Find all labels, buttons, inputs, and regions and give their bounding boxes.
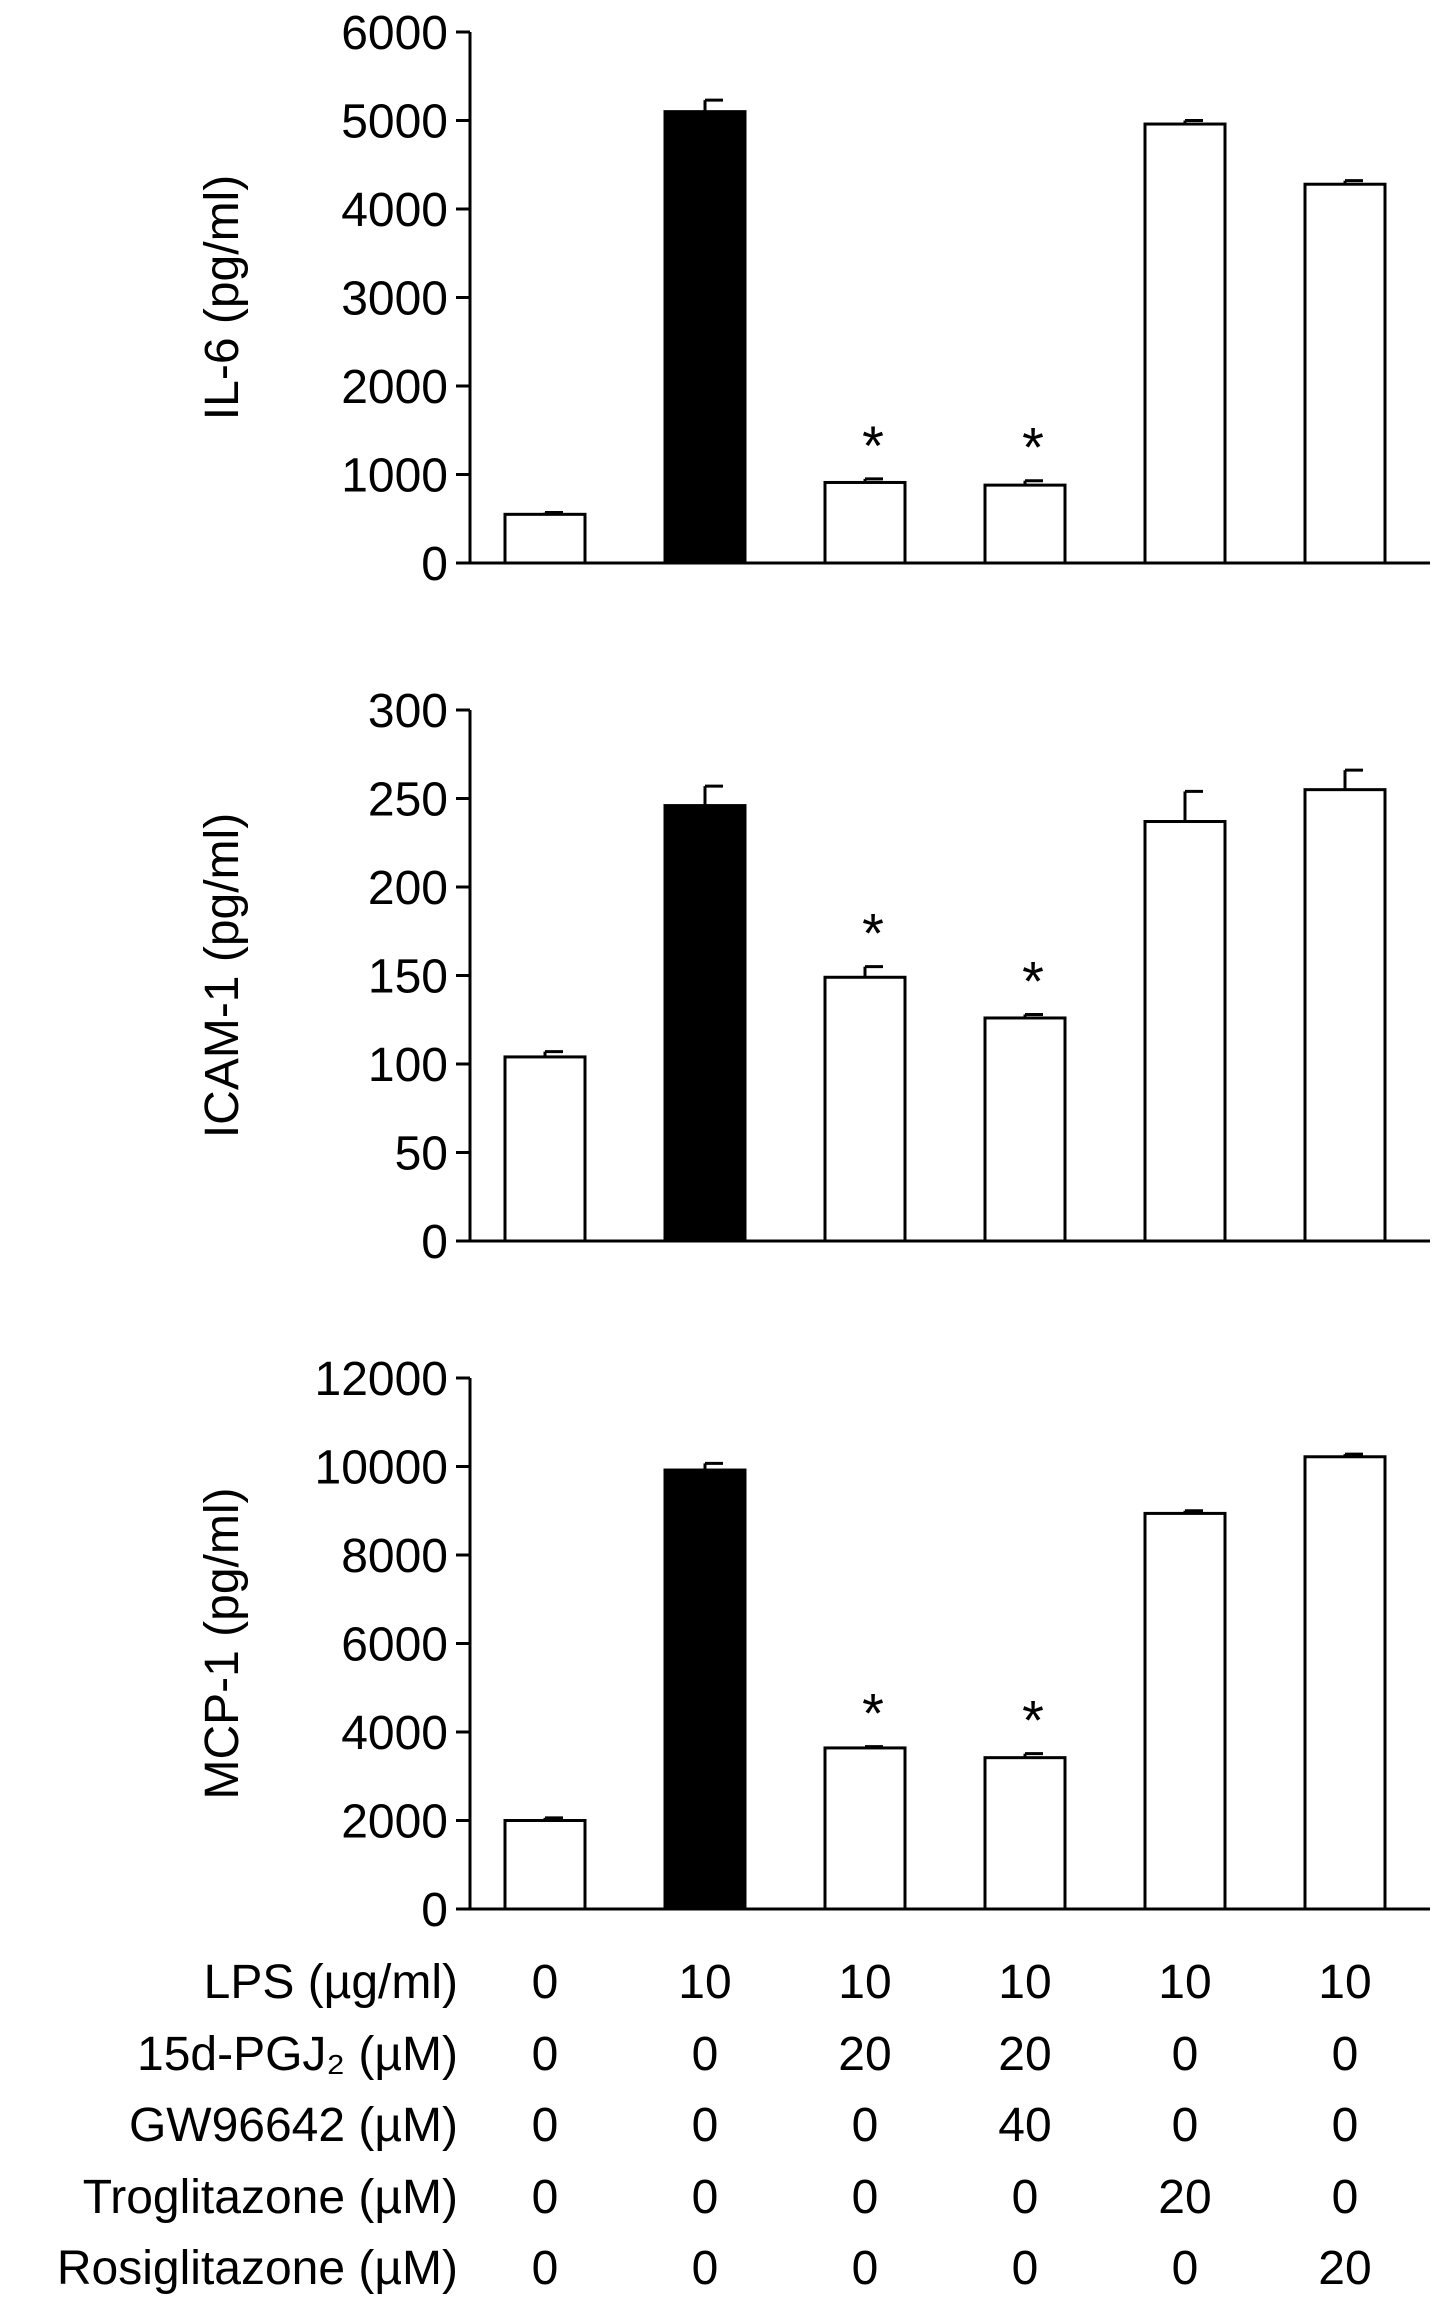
treatment-cell: 0 <box>852 2099 879 2152</box>
bar <box>503 1055 587 1243</box>
treatment-cell: 20 <box>1318 2242 1371 2295</box>
bar <box>983 483 1067 565</box>
treatment-row-label: Troglitazone (µM) <box>83 2171 458 2224</box>
bar <box>823 975 907 1243</box>
bar <box>663 110 747 565</box>
y-tick-label: 0 <box>421 1216 448 1269</box>
y-tick-label: 4000 <box>341 184 448 237</box>
bar <box>503 1819 587 1911</box>
bar <box>983 1756 1067 1911</box>
treatment-table: LPS (µg/ml) 0 10 10 10 10 10 15d-PGJ₂ (µM) 0 0 20 2… <box>57 1956 1372 2295</box>
treatment-cell: 0 <box>1172 2242 1199 2295</box>
bar <box>663 1468 747 1911</box>
bar <box>823 1746 907 1911</box>
y-tick-label: 3000 <box>341 273 448 326</box>
chart-panel-3: 0 2000 4000 6000 8000 10000 12000 MCP-1 (pg/ml)… <box>196 1353 1430 1937</box>
significance-star: * <box>862 414 884 477</box>
treatment-cell: 0 <box>532 1956 559 2009</box>
treatment-cell: 10 <box>678 1956 731 2009</box>
bar <box>823 480 907 565</box>
y-tick-label: 200 <box>368 862 448 915</box>
treatment-cell: 0 <box>532 2099 559 2152</box>
treatment-cell: 0 <box>1012 2242 1039 2295</box>
treatment-cell: 0 <box>1332 2099 1359 2152</box>
y-tick-label: 10000 <box>315 1442 448 1495</box>
treatment-cell: 0 <box>852 2171 879 2224</box>
treatment-cell: 0 <box>692 2099 719 2152</box>
bar <box>1303 1455 1387 1911</box>
significance-star: * <box>862 1682 884 1745</box>
significance-star: * <box>1022 416 1044 479</box>
treatment-cell: 20 <box>998 2028 1051 2081</box>
chart-panel-1: 0 1000 2000 3000 4000 5000 6000 IL-6 (pg/ml) * * <box>196 7 1430 591</box>
treatment-row-label: Rosiglitazone (µM) <box>57 2242 458 2295</box>
y-tick-label: 2000 <box>341 1796 448 1849</box>
treatment-cell: 0 <box>852 2242 879 2295</box>
y-tick-label: 8000 <box>341 1530 448 1583</box>
y-tick-label: 0 <box>421 1884 448 1937</box>
bar <box>1143 820 1227 1243</box>
treatment-row-label: 15d-PGJ₂ (µM) <box>137 2028 458 2081</box>
y-tick-label: 150 <box>368 951 448 1004</box>
significance-star: * <box>1022 1689 1044 1752</box>
treatment-cell: 10 <box>998 1956 1051 2009</box>
treatment-cell: 0 <box>692 2242 719 2295</box>
y-tick-label: 300 <box>368 685 448 738</box>
treatment-cell: 10 <box>1318 1956 1371 2009</box>
treatment-cell: 40 <box>998 2099 1051 2152</box>
treatment-cell: 10 <box>838 1956 891 2009</box>
treatment-cell: 0 <box>692 2028 719 2081</box>
y-axis-title: MCP-1 (pg/ml) <box>196 1487 249 1799</box>
y-tick-label: 50 <box>395 1128 448 1181</box>
treatment-cell: 0 <box>1332 2028 1359 2081</box>
bar <box>983 1016 1067 1243</box>
treatment-cell: 10 <box>1158 1956 1211 2009</box>
treatment-cell: 0 <box>1172 2099 1199 2152</box>
y-axis-title: ICAM-1 (pg/ml) <box>196 813 249 1138</box>
y-tick-label: 1000 <box>341 450 448 503</box>
bar <box>663 804 747 1243</box>
bar <box>1143 122 1227 565</box>
treatment-cell: 0 <box>1172 2028 1199 2081</box>
treatment-cell: 20 <box>1158 2171 1211 2224</box>
treatment-cell: 0 <box>1332 2171 1359 2224</box>
y-tick-label: 100 <box>368 1039 448 1092</box>
treatment-cell: 0 <box>532 2171 559 2224</box>
treatment-cell: 0 <box>1012 2171 1039 2224</box>
treatment-cell: 0 <box>532 2242 559 2295</box>
treatment-row-label: GW96642 (µM) <box>129 2099 458 2152</box>
y-tick-label: 6000 <box>341 1619 448 1672</box>
y-axis-title: IL-6 (pg/ml) <box>196 175 249 420</box>
y-tick-label: 4000 <box>341 1707 448 1760</box>
y-tick-label: 12000 <box>315 1353 448 1406</box>
treatment-row-label: LPS (µg/ml) <box>204 1956 458 2009</box>
bar <box>1143 1511 1227 1911</box>
chart-panel-2: 0 50 100 150 200 250 300 ICAM-1 (pg/ml) * * <box>196 685 1430 1269</box>
y-tick-label: 6000 <box>341 7 448 60</box>
treatment-cell: 0 <box>532 2028 559 2081</box>
treatment-cell: 0 <box>692 2171 719 2224</box>
treatment-cell: 20 <box>838 2028 891 2081</box>
bar <box>1303 788 1387 1243</box>
bar <box>1303 182 1387 565</box>
y-tick-label: 2000 <box>341 361 448 414</box>
bar <box>503 512 587 565</box>
significance-star: * <box>862 902 884 965</box>
y-tick-label: 250 <box>368 774 448 827</box>
y-tick-label: 0 <box>421 538 448 591</box>
y-tick-label: 5000 <box>341 96 448 149</box>
significance-star: * <box>1022 949 1044 1012</box>
